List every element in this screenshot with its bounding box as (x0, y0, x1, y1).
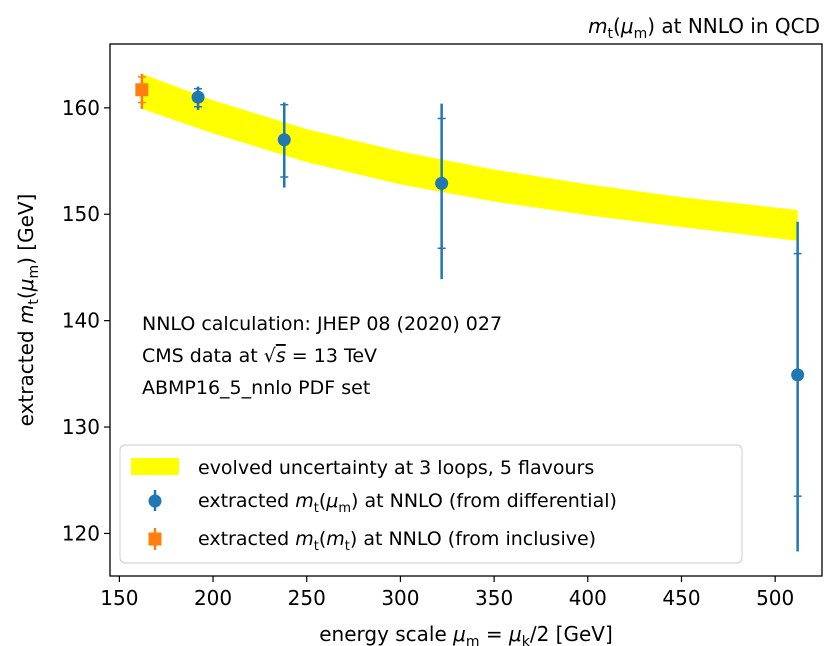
circle-marker (435, 176, 449, 190)
uncertainty-band (141, 73, 798, 241)
data-point-differential (191, 86, 205, 110)
circle-marker (791, 368, 805, 382)
x-axis: 150 200 250 300 350 400 450 500 (100, 576, 794, 610)
annotation-line-1: NNLO calculation: JHEP 08 (2020) 027 (142, 313, 502, 335)
x-tick-label: 400 (569, 586, 607, 610)
circle-marker (191, 90, 205, 104)
x-tick-label: 350 (475, 586, 513, 610)
legend-marker-differential (148, 490, 162, 511)
legend-label-band: evolved uncertainty at 3 loops, 5 flavou… (198, 457, 594, 479)
circle-marker (277, 133, 291, 147)
points-layer (135, 73, 805, 552)
y-axis: 120 130 140 150 160 (62, 96, 110, 545)
chart-title: mt(μm) at NNLO in QCD (588, 14, 820, 42)
data-point-differential (277, 102, 291, 188)
y-tick-label: 150 (62, 202, 100, 226)
x-tick-label: 150 (100, 586, 138, 610)
x-tick-label: 500 (756, 586, 794, 610)
annotation-line-3: ABMP16_5_nnlo PDF set (142, 377, 370, 399)
plot-frame (109, 43, 823, 577)
y-tick-label: 160 (62, 96, 100, 120)
x-tick-label: 200 (194, 586, 232, 610)
y-tick-label: 120 (62, 521, 100, 545)
legend-marker-inclusive (148, 528, 162, 550)
x-tick-label: 450 (662, 586, 700, 610)
x-axis-title: energy scale μm = μk/2 [GeV] (319, 622, 613, 646)
legend: evolved uncertainty at 3 loops, 5 flavou… (119, 444, 743, 564)
legend-frame (119, 444, 743, 564)
y-tick-label: 140 (62, 309, 100, 333)
x-tick-label: 250 (288, 586, 326, 610)
y-tick-label: 130 (62, 415, 100, 439)
legend-swatch-band (131, 458, 179, 475)
data-point-differential (791, 221, 805, 552)
annotation-line-2: CMS data at √s = 13 TeV (142, 345, 377, 367)
annotation-block: NNLO calculation: JHEP 08 (2020) 027 CMS… (142, 313, 502, 399)
legend-label-differential: extracted mt(μm) at NNLO (from different… (198, 490, 617, 516)
band-layer (141, 73, 798, 241)
square-marker (135, 83, 149, 97)
x-tick-label: 300 (381, 586, 419, 610)
data-point-differential (435, 103, 449, 280)
data-point-inclusive (135, 73, 149, 109)
legend-label-inclusive: extracted mt(mt) at NNLO (from inclusive… (198, 528, 596, 554)
y-axis-title: extracted mt(μm) [GeV] (14, 194, 42, 427)
